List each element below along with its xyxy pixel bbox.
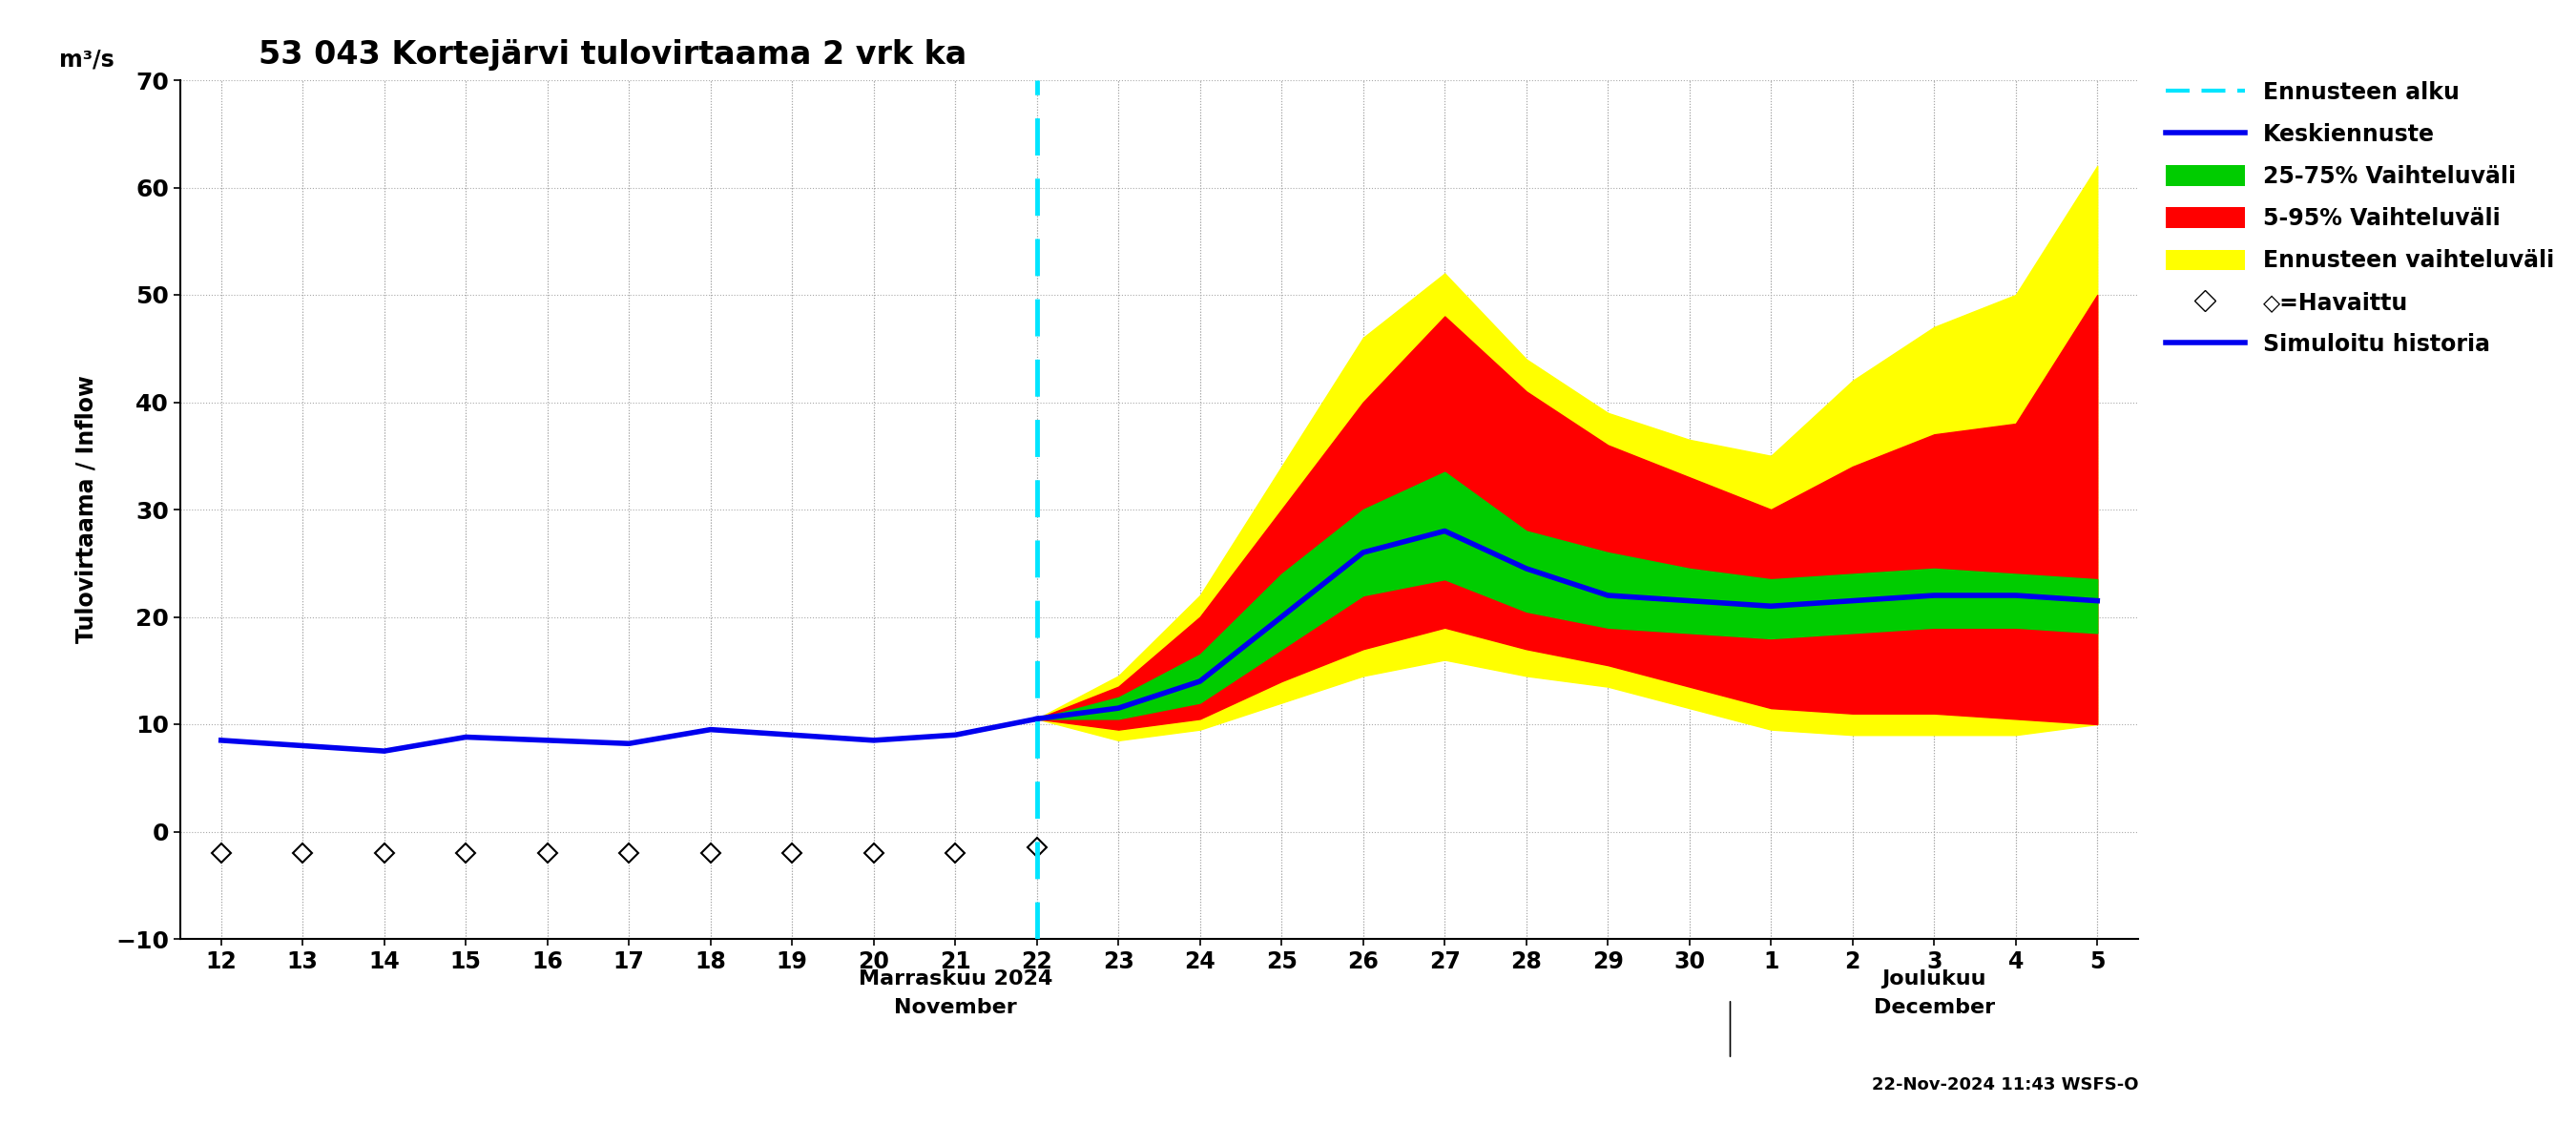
Text: Marraskuu 2024: Marraskuu 2024: [858, 969, 1051, 988]
Text: November: November: [894, 998, 1018, 1017]
Text: m³/s: m³/s: [59, 48, 113, 71]
Text: 53 043 Kortejärvi tulovirtaama 2 vrk ka: 53 043 Kortejärvi tulovirtaama 2 vrk ka: [258, 39, 966, 71]
Text: 22-Nov-2024 11:43 WSFS-O: 22-Nov-2024 11:43 WSFS-O: [1870, 1076, 2138, 1093]
Legend: Ennusteen alku, Keskiennuste, 25-75% Vaihteluväli, 5-95% Vaihteluväli, Ennusteen: Ennusteen alku, Keskiennuste, 25-75% Vai…: [2159, 74, 2561, 363]
Text: Tulovirtaama / Inflow: Tulovirtaama / Inflow: [75, 376, 98, 643]
Text: December: December: [1873, 998, 1994, 1017]
Text: Joulukuu: Joulukuu: [1883, 969, 1986, 988]
